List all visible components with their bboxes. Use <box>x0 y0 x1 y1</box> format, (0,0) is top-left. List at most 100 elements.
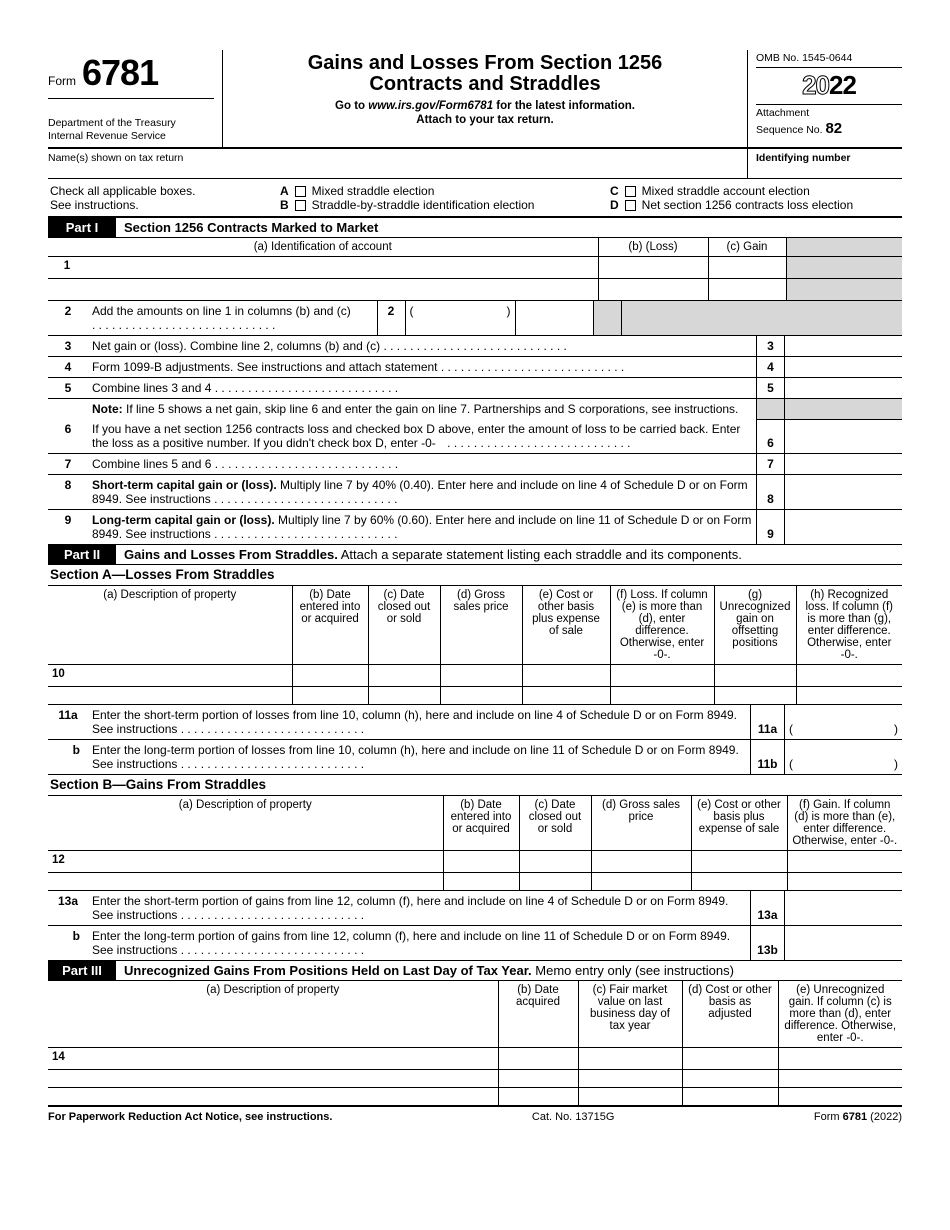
line-13a-amount[interactable] <box>784 891 902 925</box>
name-id-row: Name(s) shown on tax return Identifying … <box>48 149 902 179</box>
form-word: Form <box>48 74 76 88</box>
header-center: Gains and Losses From Section 1256 Contr… <box>223 50 747 147</box>
form-header: Form 6781 Department of the Treasury Int… <box>48 50 902 149</box>
names-label[interactable]: Name(s) shown on tax return <box>48 149 747 178</box>
checkbox-b[interactable] <box>295 200 306 211</box>
line-2-gain[interactable] <box>515 301 593 335</box>
line-3-amount[interactable] <box>784 336 902 356</box>
sA-col-a: (a) Description of property <box>48 586 292 665</box>
sB-col-d: (d) Gross sales price <box>591 796 691 851</box>
section-b-table: (a) Description of property (b) Date ent… <box>48 795 902 891</box>
attach-line: Attach to your tax return. <box>233 114 737 126</box>
footer-center: Cat. No. 13715G <box>532 1111 615 1123</box>
goto-line: Go to www.irs.gov/Form6781 for the lates… <box>233 100 737 112</box>
line-1b-account[interactable] <box>48 279 598 301</box>
election-d-label: D <box>610 198 619 212</box>
dept-line-2: Internal Revenue Service <box>48 130 214 143</box>
identifying-number-label[interactable]: Identifying number <box>747 149 902 178</box>
sB-col-c: (c) Date closed out or sold <box>519 796 591 851</box>
line-9-amount[interactable] <box>784 510 902 544</box>
attachment-sequence: Attachment Sequence No. 82 <box>756 105 902 138</box>
section-a-title: Section A—Losses From Straddles <box>48 564 902 585</box>
sA-col-e: (e) Cost or other basis plus expense of … <box>522 586 610 665</box>
part-3-title: Unrecognized Gains From Positions Held o… <box>116 961 902 980</box>
p3-col-c: (c) Fair market value on last business d… <box>578 981 682 1048</box>
section-b-title: Section B—Gains From Straddles <box>48 774 902 795</box>
line-13a: 13a Enter the short-term portion of gain… <box>48 891 902 926</box>
line-1-loss[interactable] <box>598 257 708 279</box>
p1-col-c: (c) Gain <box>708 238 786 257</box>
line-1b-gain[interactable] <box>708 279 786 301</box>
line-11b-amount[interactable]: () <box>784 740 902 774</box>
part-3-tab: Part III <box>48 961 116 980</box>
line-4-amount[interactable] <box>784 357 902 377</box>
line-6: 6 If you have a net section 1256 contrac… <box>48 419 902 454</box>
line-2-box: 2 <box>377 301 405 335</box>
line-13b-amount[interactable] <box>784 926 902 960</box>
election-d-text: Net section 1256 contracts loss election <box>642 198 853 212</box>
line-2-loss[interactable]: () <box>405 301 515 335</box>
line-5: 5 Combine lines 3 and 4 5 <box>48 378 902 399</box>
line-5-note: Note: If line 5 shows a net gain, skip l… <box>48 399 902 419</box>
p3-col-e: (e) Unrecognized gain. If column (c) is … <box>778 981 902 1048</box>
page-footer: For Paperwork Reduction Act Notice, see … <box>48 1106 902 1123</box>
form-title-2: Contracts and Straddles <box>233 73 737 96</box>
line-3: 3 Net gain or (loss). Combine line 2, co… <box>48 336 902 357</box>
p3-col-a: (a) Description of property <box>48 981 498 1048</box>
elections-lead2: See instructions. <box>50 198 270 212</box>
part-3-bar: Part III Unrecognized Gains From Positio… <box>48 960 902 980</box>
sA-col-f: (f) Loss. If column (e) is more than (d)… <box>610 586 714 665</box>
part-1-tab: Part I <box>48 218 116 237</box>
part1-table: (a) Identification of account (b) (Loss)… <box>48 237 902 301</box>
checkbox-c[interactable] <box>625 186 636 197</box>
election-c-label: C <box>610 184 619 198</box>
line-11a: 11a Enter the short-term portion of loss… <box>48 705 902 740</box>
elections-lead: Check all applicable boxes. <box>50 184 270 198</box>
line-1-gain[interactable] <box>708 257 786 279</box>
line-5-amount[interactable] <box>784 378 902 398</box>
part3-table: (a) Description of property (b) Date acq… <box>48 980 902 1106</box>
line-4: 4 Form 1099-B adjustments. See instructi… <box>48 357 902 378</box>
line-11b: b Enter the long-term portion of losses … <box>48 740 902 774</box>
sA-col-b: (b) Date entered into or acquired <box>292 586 368 665</box>
election-a-text: Mixed straddle election <box>312 184 435 198</box>
sB-col-e: (e) Cost or other basis plus expense of … <box>691 796 787 851</box>
sB-col-b: (b) Date entered into or acquired <box>443 796 519 851</box>
line-1b-loss[interactable] <box>598 279 708 301</box>
dept-line-1: Department of the Treasury <box>48 117 214 130</box>
line-14-num: 14 <box>52 1051 65 1063</box>
part-2-bar: Part II Gains and Losses From Straddles.… <box>48 544 902 564</box>
line-6-amount[interactable] <box>784 419 902 453</box>
line-8-amount[interactable] <box>784 475 902 509</box>
form-title-1: Gains and Losses From Section 1256 <box>233 52 737 75</box>
line-7: 7 Combine lines 5 and 6 7 <box>48 454 902 475</box>
line-10-num: 10 <box>52 668 65 680</box>
form-page: Form 6781 Department of the Treasury Int… <box>0 0 950 1163</box>
header-left: Form 6781 Department of the Treasury Int… <box>48 50 223 147</box>
form-number: 6781 <box>82 52 158 94</box>
part-2-title: Gains and Losses From Straddles. Attach … <box>116 545 902 564</box>
omb-number: OMB No. 1545-0644 <box>756 52 902 68</box>
tax-year: 2022 <box>756 68 902 105</box>
goto-url: www.irs.gov/Form6781 <box>368 100 493 112</box>
sA-col-g: (g) Unrecognized gain on offsetting posi… <box>714 586 796 665</box>
checkbox-a[interactable] <box>295 186 306 197</box>
line-7-amount[interactable] <box>784 454 902 474</box>
election-b-text: Straddle-by-straddle identification elec… <box>312 198 535 212</box>
line-1-num: 1 <box>52 260 82 272</box>
election-c-text: Mixed straddle account election <box>642 184 810 198</box>
sA-col-d: (d) Gross sales price <box>440 586 522 665</box>
part1-lines: 2 Add the amounts on line 1 in columns (… <box>48 301 902 544</box>
footer-right: Form 6781 (2022) <box>814 1111 902 1123</box>
section-a-table: (a) Description of property (b) Date ent… <box>48 585 902 705</box>
p3-col-d: (d) Cost or other basis as adjusted <box>682 981 778 1048</box>
footer-left: For Paperwork Reduction Act Notice, see … <box>48 1111 332 1123</box>
line-12-num: 12 <box>52 854 65 866</box>
sB-col-a: (a) Description of property <box>48 796 443 851</box>
checkbox-d[interactable] <box>625 200 636 211</box>
part-1-bar: Part I Section 1256 Contracts Marked to … <box>48 217 902 237</box>
line-11a-amount[interactable]: () <box>784 705 902 739</box>
part-1-title: Section 1256 Contracts Marked to Market <box>116 218 902 237</box>
p1-col-b: (b) (Loss) <box>598 238 708 257</box>
election-b-label: B <box>280 198 289 212</box>
